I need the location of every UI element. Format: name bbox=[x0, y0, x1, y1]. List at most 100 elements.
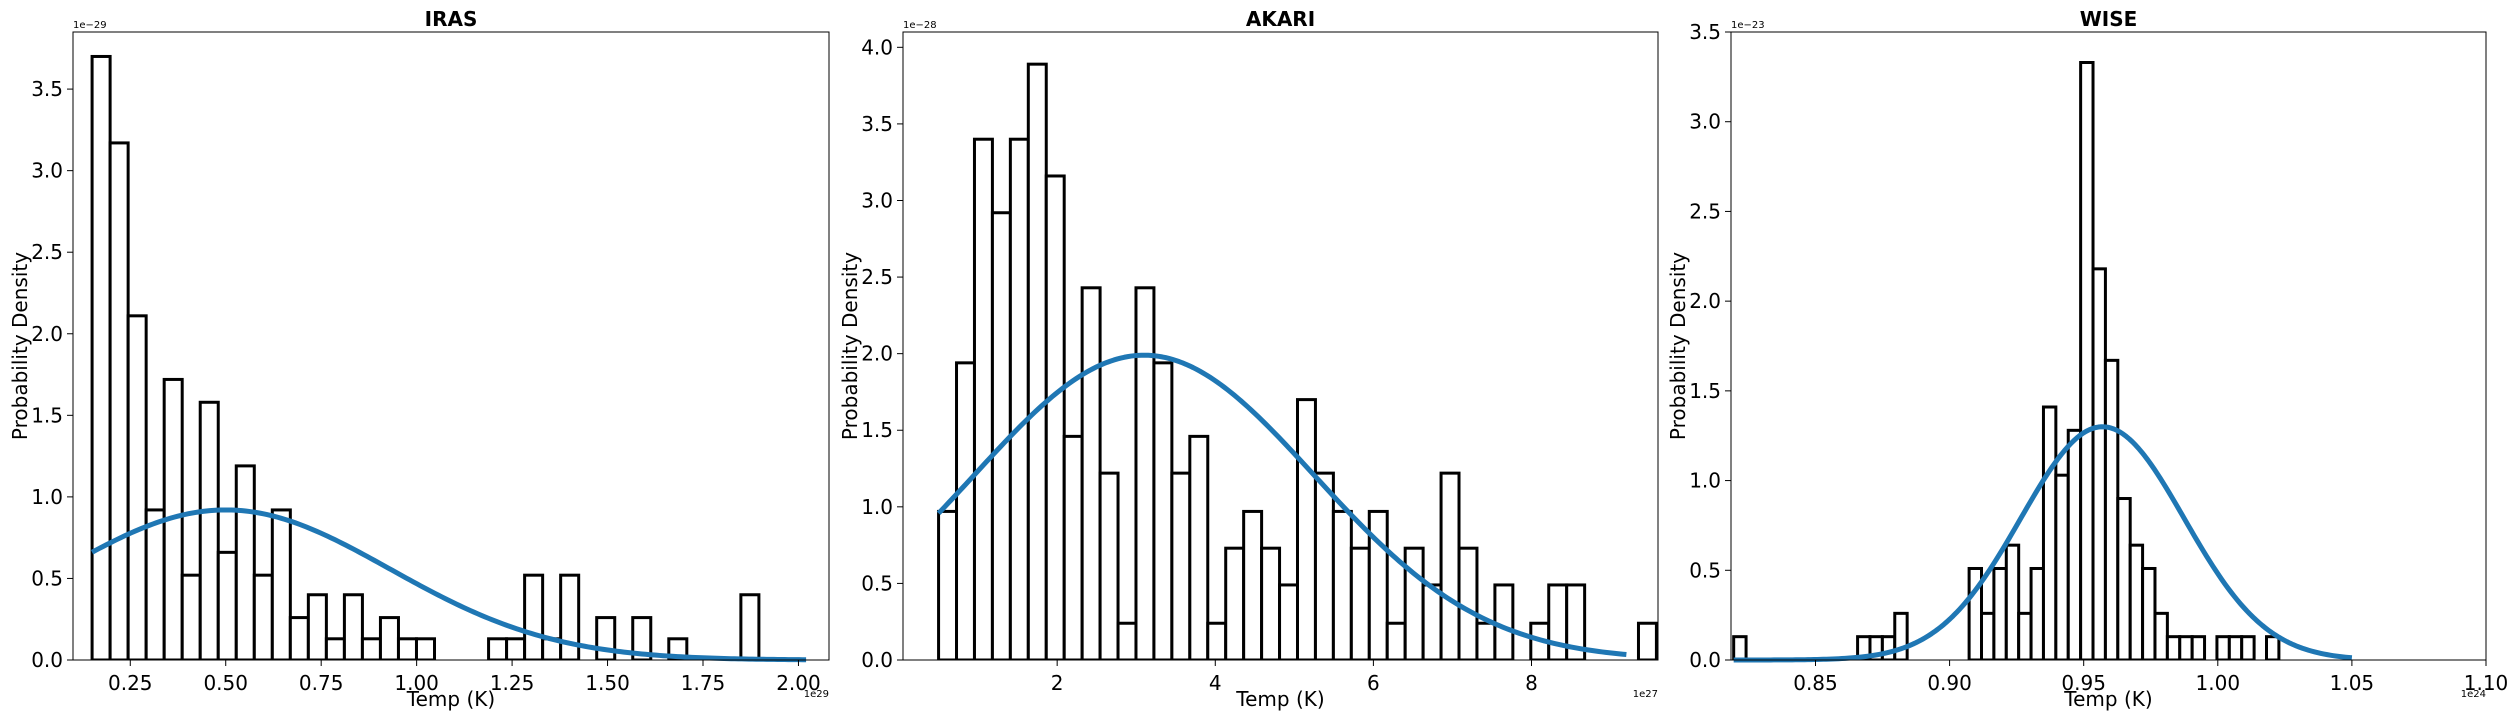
x-tick-label: 0.75 bbox=[299, 671, 344, 695]
histogram-bar bbox=[2091, 267, 2107, 660]
histogram-bar bbox=[90, 54, 112, 660]
x-tick-label: 6 bbox=[1367, 671, 1380, 695]
y-tick-label: 2.0 bbox=[1689, 289, 1721, 313]
x-tick-label: 2.00 bbox=[776, 671, 821, 695]
y-tick-label: 2.0 bbox=[861, 342, 893, 366]
y-offset-label: 1e−28 bbox=[903, 20, 937, 31]
gaussian-fit-line bbox=[936, 352, 1627, 658]
histogram-bar bbox=[1421, 583, 1443, 660]
histogram-bar bbox=[1116, 621, 1138, 660]
histogram-bar bbox=[126, 314, 148, 660]
histogram-bar bbox=[2066, 428, 2083, 660]
y-tick-label: 0.5 bbox=[861, 571, 893, 595]
histogram-bar bbox=[1475, 621, 1497, 660]
y-tick-label: 3.5 bbox=[31, 77, 63, 101]
histogram-bar bbox=[1008, 137, 1030, 660]
y-tick-label: 2.5 bbox=[31, 240, 63, 264]
histogram-bar bbox=[1349, 546, 1371, 660]
histogram-bar bbox=[2165, 635, 2182, 660]
x-axis-label: Temp (K) bbox=[1235, 687, 1324, 711]
histogram-bar bbox=[505, 637, 527, 660]
histogram-bar bbox=[1134, 286, 1156, 660]
histogram-bar bbox=[1062, 434, 1084, 660]
y-tick-label: 3.0 bbox=[31, 159, 63, 183]
x-tick-label: 0.85 bbox=[1793, 671, 1838, 695]
histogram-bar bbox=[1295, 398, 1317, 660]
panel-wise bbox=[1725, 31, 2487, 666]
chart-title: IRAS bbox=[425, 7, 478, 31]
y-offset-label: 1e−29 bbox=[73, 20, 107, 31]
x-tick-label: 0.95 bbox=[2061, 671, 2106, 695]
histogram-bar bbox=[1313, 471, 1335, 660]
panel-akari bbox=[897, 31, 1659, 666]
histogram-bar bbox=[306, 593, 328, 660]
histogram-bar bbox=[270, 508, 292, 660]
histogram-bar bbox=[559, 573, 581, 660]
histogram-bar bbox=[1260, 546, 1282, 660]
histogram-bars bbox=[90, 54, 761, 660]
chart-title: AKARI bbox=[1246, 7, 1315, 31]
histogram-bar bbox=[198, 400, 220, 660]
panel-iras bbox=[67, 31, 830, 666]
histogram-bar bbox=[2116, 497, 2132, 660]
histogram-bar bbox=[1893, 611, 1909, 660]
histogram-bar bbox=[216, 550, 238, 660]
y-tick-label: 3.0 bbox=[861, 188, 893, 212]
histogram-bar bbox=[2054, 473, 2070, 660]
y-tick-label: 1.5 bbox=[1689, 379, 1721, 403]
x-axis-label: Temp (K) bbox=[2063, 687, 2152, 711]
y-tick-label: 4.0 bbox=[861, 35, 893, 59]
histogram-bar bbox=[487, 637, 509, 660]
histogram-bar bbox=[972, 137, 994, 660]
histogram-bar bbox=[1547, 583, 1569, 660]
x-tick-label: 1.75 bbox=[681, 671, 726, 695]
histogram-bar bbox=[1385, 621, 1407, 660]
histogram-bar bbox=[1206, 621, 1228, 660]
histogram-bar bbox=[2265, 635, 2281, 660]
histogram-bar bbox=[2227, 635, 2244, 660]
x-tick-label: 0.50 bbox=[203, 671, 248, 695]
y-tick-label: 2.5 bbox=[861, 265, 893, 289]
histogram-bar bbox=[234, 464, 256, 660]
histogram-bar bbox=[955, 361, 976, 660]
histogram-bars bbox=[937, 62, 1658, 660]
histogram-bar bbox=[414, 637, 437, 660]
histogram-bar bbox=[2029, 566, 2045, 660]
histogram-bar bbox=[2128, 543, 2145, 660]
histogram-bar bbox=[2215, 635, 2231, 660]
histogram-bar bbox=[1403, 546, 1425, 660]
x-tick-label: 1.00 bbox=[2196, 671, 2241, 695]
x-tick-label: 1.25 bbox=[490, 671, 535, 695]
histogram-bar bbox=[1880, 635, 1897, 660]
axes-frame bbox=[902, 31, 1659, 661]
axes-frame bbox=[1730, 31, 2487, 661]
histogram-bar bbox=[2178, 635, 2194, 660]
axes-frame bbox=[72, 31, 830, 661]
y-tick-label: 1.0 bbox=[1689, 469, 1721, 493]
x-axis-label: Temp (K) bbox=[406, 687, 495, 711]
histogram-bar bbox=[144, 508, 166, 660]
histogram-bar bbox=[739, 593, 761, 660]
histogram-bar bbox=[1152, 361, 1174, 660]
histogram-bar bbox=[2041, 405, 2058, 660]
y-tick-label: 0.5 bbox=[1689, 558, 1721, 582]
histogram-bar bbox=[937, 509, 959, 660]
y-tick-label: 0.0 bbox=[861, 648, 893, 672]
histogram-bar bbox=[108, 141, 130, 660]
gaussian-fit-line bbox=[90, 507, 807, 663]
y-tick-label: 0.5 bbox=[31, 566, 63, 590]
histogram-bar bbox=[180, 573, 202, 660]
histogram-bar bbox=[360, 637, 382, 660]
gaussian-fit-line bbox=[1733, 424, 2353, 663]
y-tick-label: 2.5 bbox=[1689, 199, 1721, 223]
histogram-bar bbox=[1080, 286, 1102, 660]
y-tick-label: 1.5 bbox=[861, 418, 893, 442]
histogram-bar bbox=[252, 573, 274, 660]
histogram-bar bbox=[1044, 174, 1066, 660]
histogram-bar bbox=[595, 616, 617, 660]
y-tick-label: 3.5 bbox=[861, 112, 893, 136]
histogram-bar bbox=[2004, 543, 2021, 660]
y-tick-label: 1.0 bbox=[861, 495, 893, 519]
x-tick-label: 1.50 bbox=[585, 671, 630, 695]
